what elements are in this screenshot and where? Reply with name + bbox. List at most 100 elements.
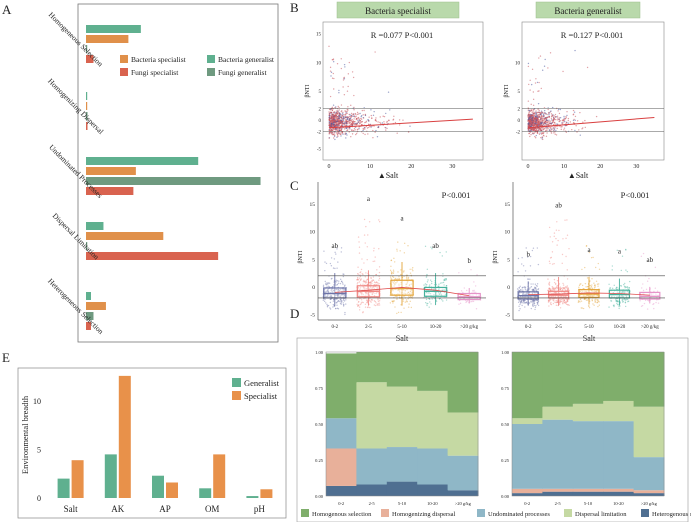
jitter-point [408, 292, 411, 295]
scatter-point [550, 122, 552, 124]
jitter-point [657, 294, 659, 296]
jitter-point [327, 295, 329, 298]
jitter-point [326, 306, 329, 308]
scatter-point [543, 65, 546, 67]
scatter-point [383, 121, 385, 123]
scatter-point [554, 113, 557, 116]
scatter-point [548, 116, 550, 118]
jitter-point [521, 257, 523, 259]
jitter-point [330, 295, 333, 297]
y-tick-label: -5 [505, 312, 510, 318]
scatter-point [530, 103, 532, 106]
scatter-point [535, 78, 537, 80]
scatter-point [567, 119, 569, 122]
jitter-point [534, 306, 537, 308]
jitter-point [390, 271, 393, 273]
scatter-point [540, 118, 542, 120]
scatter-point [550, 117, 553, 120]
jitter-point [435, 294, 438, 296]
jitter-point [444, 294, 446, 296]
jitter-point [532, 247, 535, 249]
jitter-point [333, 298, 335, 301]
scatter-point [382, 115, 384, 117]
y-axis-label: βNTI [305, 84, 311, 97]
jitter-point [584, 298, 586, 300]
scatter-point [373, 110, 375, 113]
scatter-point [346, 118, 349, 120]
panel-letter-e: E [2, 350, 10, 365]
scatter-point [534, 82, 537, 84]
jitter-point [585, 245, 588, 247]
scatter-point [542, 134, 545, 137]
jitter-point [329, 308, 332, 310]
scatter-point [350, 123, 353, 125]
jitter-point [375, 302, 377, 304]
jitter-point [553, 292, 555, 294]
jitter-point [583, 298, 585, 300]
jitter-point [620, 296, 622, 298]
scatter-point [373, 125, 375, 127]
jitter-point [555, 292, 558, 294]
jitter-point [370, 291, 372, 294]
jitter-point [360, 268, 363, 271]
scatter-point [341, 123, 344, 126]
jitter-point [559, 292, 561, 294]
y-tick-label: 15 [505, 202, 511, 208]
jitter-point [341, 300, 343, 303]
jitter-point [362, 311, 364, 313]
jitter-point [625, 299, 627, 301]
jitter-point [392, 281, 395, 284]
jitter-point [356, 276, 359, 279]
jitter-point [393, 280, 396, 283]
scatter-point [529, 131, 532, 133]
jitter-point [368, 221, 371, 223]
jitter-point [340, 301, 343, 303]
scatter-point [339, 113, 341, 116]
jitter-point [343, 288, 346, 290]
jitter-point [590, 256, 593, 259]
scatter-point [360, 123, 363, 126]
scatter-point [332, 124, 334, 126]
jitter-point [591, 299, 593, 301]
jitter-point [473, 281, 475, 283]
jitter-point [324, 298, 326, 301]
jitter-point [326, 295, 328, 298]
jitter-point [518, 309, 520, 312]
scatter-point [363, 109, 365, 112]
y-tick-label: 15 [310, 202, 316, 208]
jitter-point [339, 302, 342, 305]
jitter-point [523, 286, 526, 288]
scatter-point [555, 129, 557, 132]
jitter-point [596, 301, 599, 304]
jitter-point [627, 287, 629, 289]
jitter-point [408, 284, 411, 286]
jitter-point [554, 283, 557, 285]
area-segment-homog-sel [447, 352, 479, 413]
legend-label: Bacteria generalist [218, 55, 275, 64]
jitter-point [565, 237, 567, 240]
jitter-point [391, 300, 393, 302]
jitter-point [369, 282, 371, 284]
jitter-point [327, 282, 330, 284]
jitter-point [396, 248, 398, 251]
jitter-point [333, 299, 335, 301]
jitter-point [338, 289, 341, 292]
area-segment-undom [572, 421, 604, 489]
jitter-point [335, 307, 337, 310]
jitter-point [458, 272, 460, 274]
x-tick-label: >20 g/kg [460, 325, 478, 330]
jitter-point [424, 283, 427, 285]
jitter-point [556, 301, 559, 303]
jitter-point [520, 296, 522, 298]
scatter-point [548, 120, 550, 123]
jitter-point [360, 302, 363, 304]
x-axis-label: Salt [396, 334, 409, 343]
jitter-point [639, 300, 641, 302]
scatter-point [343, 63, 346, 66]
jitter-point [532, 300, 535, 302]
jitter-point [640, 255, 643, 258]
scatter-point [539, 55, 542, 57]
jitter-point [563, 301, 566, 304]
jitter-point [356, 303, 358, 306]
jitter-point [378, 266, 381, 268]
